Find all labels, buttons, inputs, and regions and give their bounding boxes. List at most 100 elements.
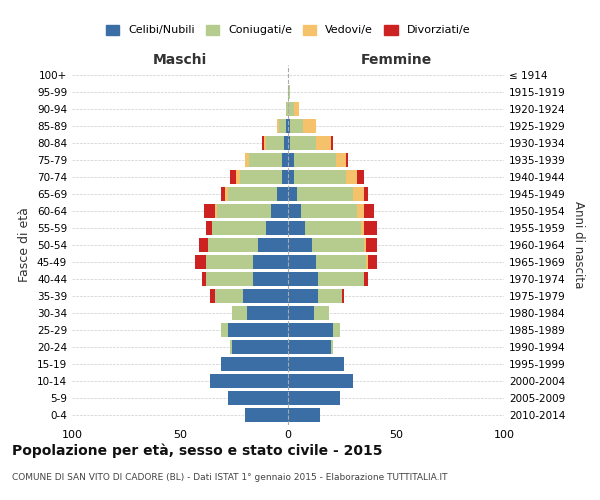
Bar [288, 289, 318, 303]
Bar [288, 102, 295, 116]
Bar [206, 221, 212, 235]
Bar [206, 272, 253, 286]
Bar [266, 136, 284, 150]
Bar [305, 221, 361, 235]
Bar [215, 204, 217, 218]
Bar [258, 238, 288, 252]
Bar [262, 136, 264, 150]
Bar [227, 391, 288, 405]
Bar [221, 357, 288, 371]
Bar [314, 306, 329, 320]
Bar [364, 221, 377, 235]
Bar [280, 119, 286, 133]
Bar [245, 153, 249, 167]
Bar [316, 136, 331, 150]
Bar [281, 153, 288, 167]
Bar [288, 374, 353, 388]
Bar [357, 170, 364, 184]
Bar [364, 204, 374, 218]
Bar [264, 136, 266, 150]
Bar [232, 340, 288, 354]
Text: Popolazione per età, sesso e stato civile - 2015: Popolazione per età, sesso e stato civil… [12, 444, 383, 458]
Bar [242, 289, 288, 303]
Bar [334, 323, 340, 337]
Bar [210, 289, 215, 303]
Bar [226, 187, 227, 201]
Bar [249, 153, 281, 167]
Bar [212, 221, 266, 235]
Bar [318, 289, 342, 303]
Bar [204, 204, 215, 218]
Bar [312, 238, 364, 252]
Bar [361, 221, 364, 235]
Bar [295, 170, 346, 184]
Bar [335, 153, 346, 167]
Bar [245, 408, 288, 422]
Bar [288, 255, 316, 269]
Bar [199, 238, 208, 252]
Bar [318, 272, 364, 286]
Bar [288, 136, 290, 150]
Bar [232, 306, 247, 320]
Bar [364, 272, 368, 286]
Bar [266, 221, 288, 235]
Bar [286, 102, 288, 116]
Bar [288, 85, 290, 99]
Bar [284, 136, 288, 150]
Bar [236, 170, 241, 184]
Bar [366, 255, 368, 269]
Text: Femmine: Femmine [361, 52, 431, 66]
Bar [290, 136, 316, 150]
Bar [230, 170, 236, 184]
Text: COMUNE DI SAN VITO DI CADORE (BL) - Dati ISTAT 1° gennaio 2015 - Elaborazione TU: COMUNE DI SAN VITO DI CADORE (BL) - Dati… [12, 473, 448, 482]
Bar [342, 289, 344, 303]
Bar [271, 204, 288, 218]
Bar [227, 323, 288, 337]
Bar [288, 357, 344, 371]
Bar [295, 153, 335, 167]
Bar [288, 272, 318, 286]
Y-axis label: Fasce di età: Fasce di età [19, 208, 31, 282]
Bar [331, 136, 334, 150]
Bar [215, 289, 242, 303]
Bar [295, 102, 299, 116]
Bar [288, 170, 295, 184]
Bar [221, 187, 226, 201]
Bar [288, 204, 301, 218]
Bar [288, 238, 312, 252]
Bar [296, 187, 353, 201]
Bar [366, 238, 377, 252]
Bar [288, 153, 295, 167]
Bar [286, 119, 288, 133]
Bar [288, 306, 314, 320]
Bar [353, 187, 364, 201]
Bar [288, 323, 334, 337]
Bar [202, 272, 206, 286]
Bar [346, 153, 349, 167]
Bar [288, 408, 320, 422]
Bar [301, 204, 357, 218]
Bar [227, 187, 277, 201]
Bar [241, 170, 281, 184]
Bar [346, 170, 357, 184]
Bar [364, 187, 368, 201]
Bar [357, 204, 364, 218]
Bar [221, 323, 227, 337]
Bar [277, 187, 288, 201]
Bar [364, 238, 366, 252]
Bar [210, 374, 288, 388]
Bar [288, 391, 340, 405]
Bar [277, 119, 280, 133]
Bar [208, 238, 258, 252]
Bar [195, 255, 206, 269]
Bar [217, 204, 271, 218]
Legend: Celibi/Nubili, Coniugati/e, Vedovi/e, Divorziati/e: Celibi/Nubili, Coniugati/e, Vedovi/e, Di… [101, 20, 475, 40]
Bar [368, 255, 377, 269]
Bar [253, 255, 288, 269]
Bar [288, 187, 296, 201]
Bar [230, 340, 232, 354]
Bar [206, 255, 253, 269]
Bar [331, 340, 334, 354]
Bar [316, 255, 366, 269]
Bar [290, 119, 303, 133]
